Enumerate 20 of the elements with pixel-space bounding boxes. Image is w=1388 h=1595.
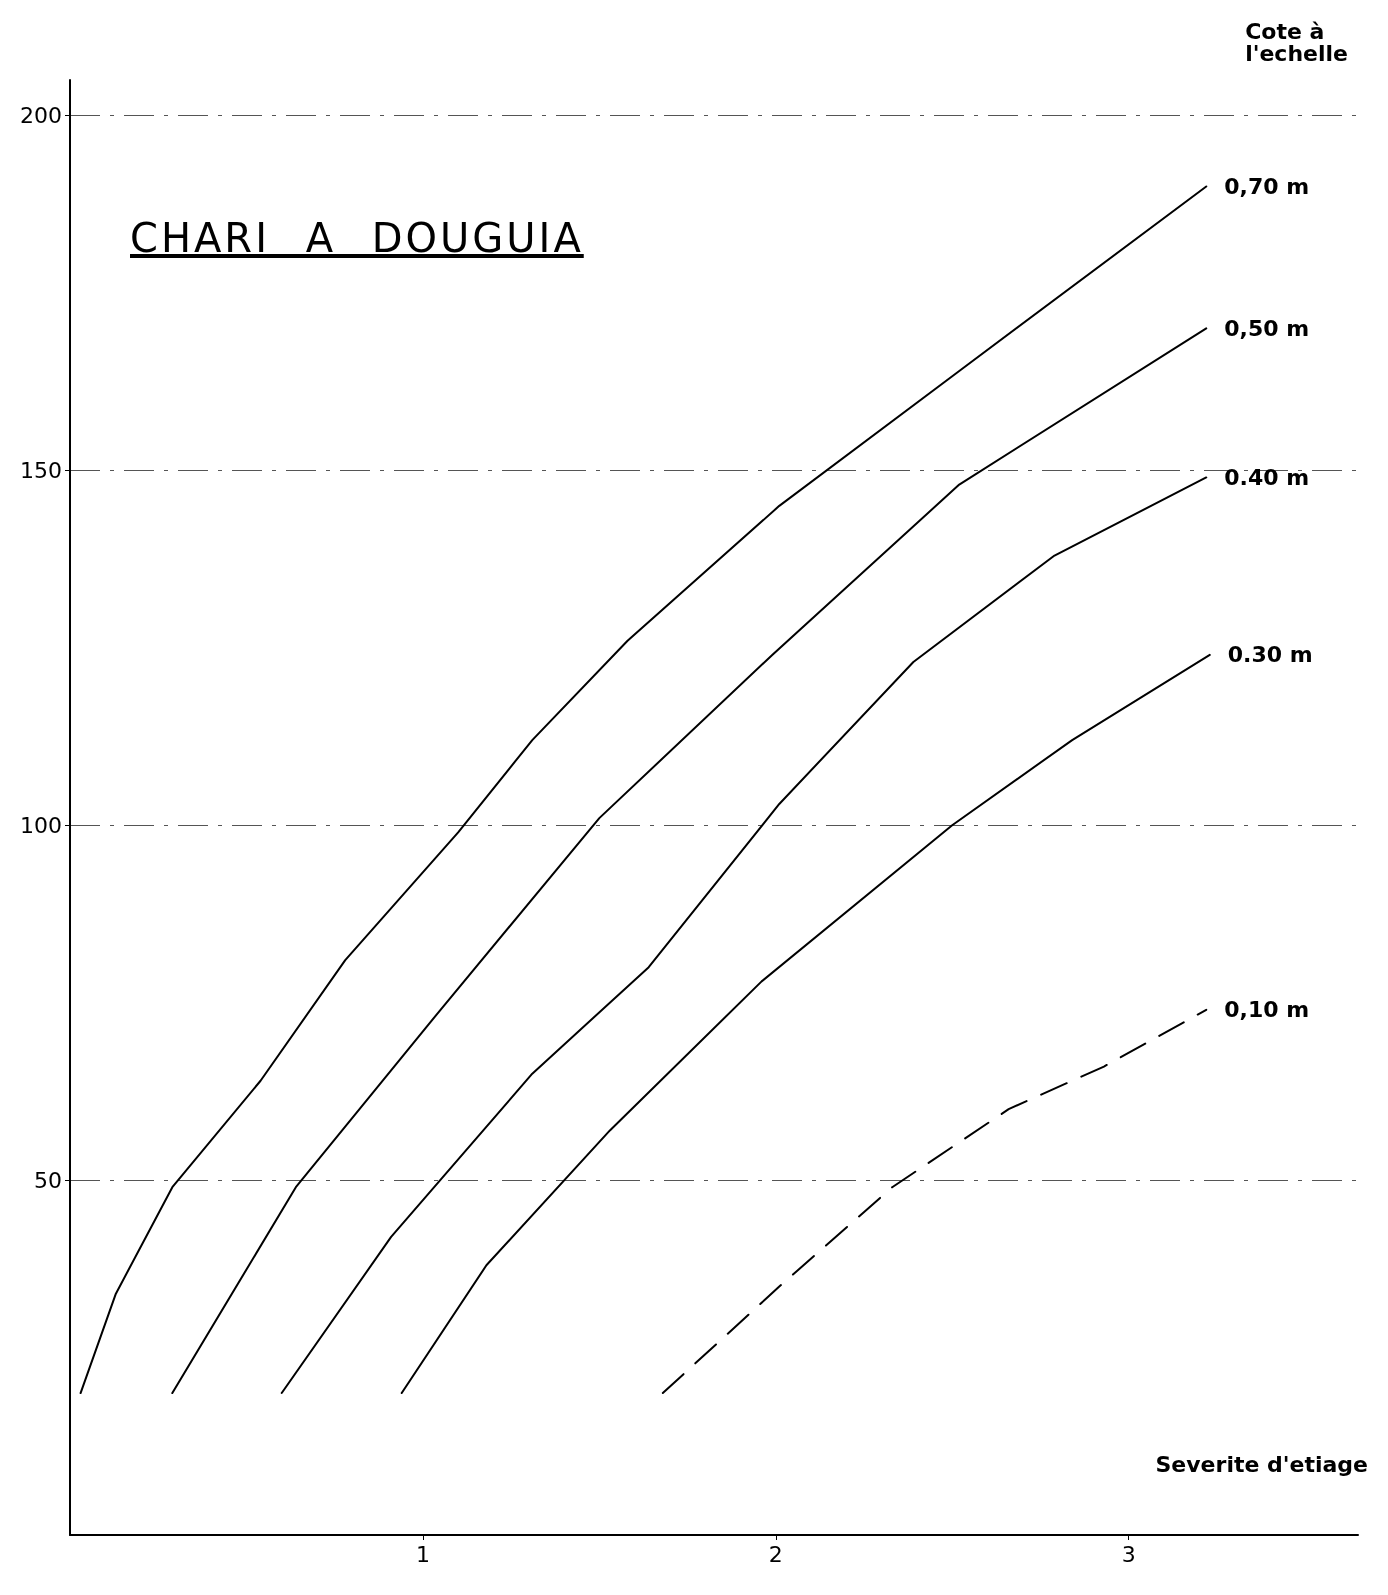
x-tick-label: 1 — [415, 1541, 430, 1567]
y-tick-label: 100 — [20, 812, 62, 838]
series-label: 0.40 m — [1224, 464, 1310, 490]
line-series — [171, 327, 1208, 1395]
series-label: 0,10 m — [1224, 997, 1310, 1023]
y-tick-label: 150 — [20, 457, 62, 483]
y-tick-label: 200 — [20, 102, 62, 128]
legend-title: Cote à l'echelle — [1245, 18, 1348, 66]
text: CHARI A DOUGUIA — [130, 215, 584, 261]
line-series — [400, 653, 1211, 1395]
series-label: 0.30 m — [1227, 642, 1313, 668]
series-label: 0,70 m — [1224, 173, 1310, 199]
series-label: 0,50 m — [1224, 315, 1310, 341]
x-tick-label: 3 — [1121, 1541, 1136, 1567]
x-axis-title: Severite d'etiage — [1155, 1451, 1368, 1477]
line-series — [280, 476, 1208, 1395]
y-tick-label: 50 — [34, 1167, 62, 1193]
x-tick-label: 2 — [768, 1541, 783, 1567]
line-series — [661, 1008, 1208, 1395]
line-series — [79, 185, 1208, 1395]
